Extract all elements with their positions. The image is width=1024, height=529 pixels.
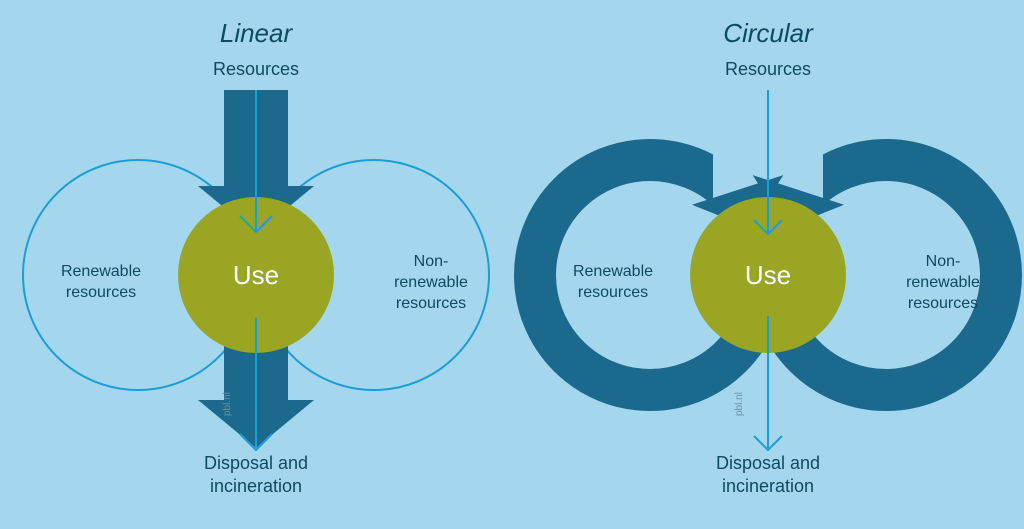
linear-credit: pbl.nl xyxy=(222,392,233,416)
circular-title: Circular xyxy=(512,18,1024,49)
linear-nonrenewable-label: Non-renewableresources xyxy=(376,252,486,314)
linear-resources-label: Resources xyxy=(0,58,512,81)
circular-credit: pbl.nl xyxy=(734,392,745,416)
linear-disposal-label: Disposal andincineration xyxy=(0,452,512,499)
circular-nonrenewable-label: Non-renewableresources xyxy=(888,252,998,314)
circular-renewable-label: Renewableresources xyxy=(558,262,668,304)
linear-renewable-label: Renewableresources xyxy=(46,262,156,304)
linear-title: Linear xyxy=(0,18,512,49)
circular-panel: CircularResourcesUseDisposal andincinera… xyxy=(512,0,1024,529)
circular-resources-label: Resources xyxy=(512,58,1024,81)
circular-disposal-label: Disposal andincineration xyxy=(512,452,1024,499)
linear-panel: LinearResourcesUseDisposal andincinerati… xyxy=(0,0,512,529)
